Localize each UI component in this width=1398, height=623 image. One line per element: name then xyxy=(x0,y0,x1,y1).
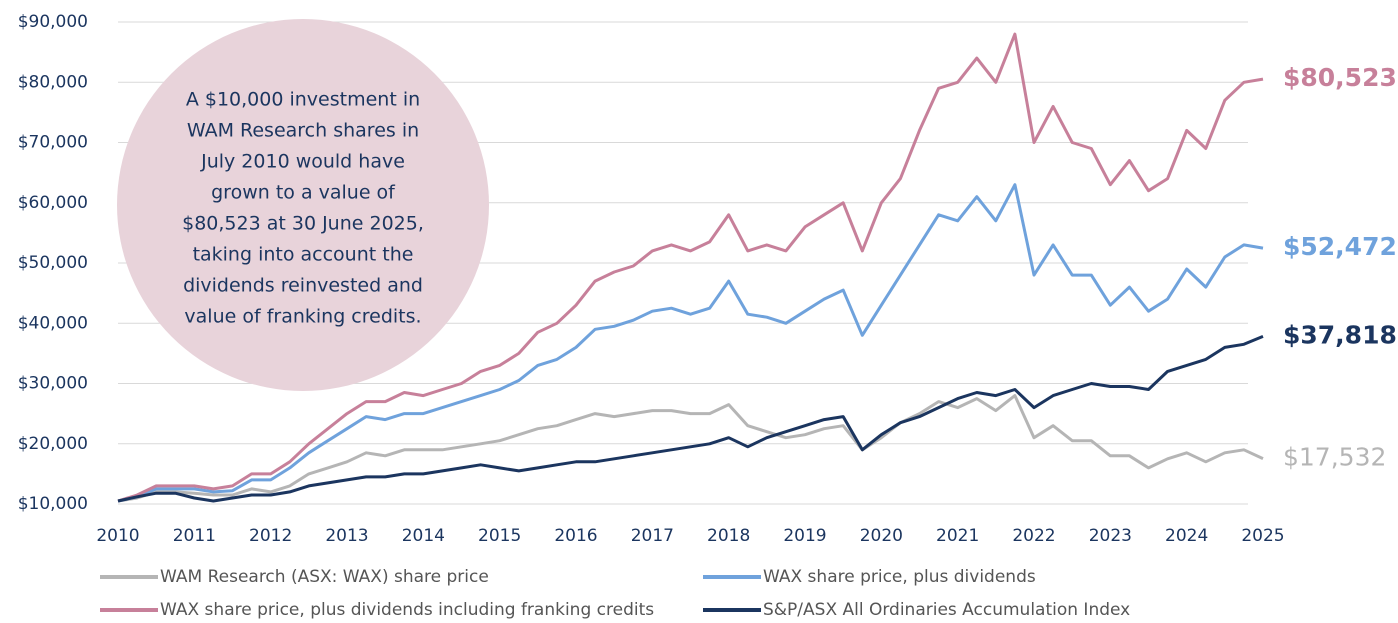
annotation-text: A $10,000 investment in xyxy=(186,89,420,111)
annotation-text: dividends reinvested and xyxy=(183,275,423,297)
x-tick-label: 2019 xyxy=(783,526,826,546)
x-tick-label: 2013 xyxy=(325,526,368,546)
series-line xyxy=(117,394,1264,503)
end-label: $37,818 xyxy=(1283,320,1397,349)
annotation-text: value of franking credits. xyxy=(184,306,421,328)
x-tick-label: 2016 xyxy=(554,526,597,546)
x-tick-label: 2020 xyxy=(860,526,903,546)
legend-label: S&P/ASX All Ordinaries Accumulation Inde… xyxy=(763,600,1130,620)
y-tick-label: $20,000 xyxy=(18,434,88,454)
x-tick-label: 2023 xyxy=(1089,526,1132,546)
annotation-text: WAM Research shares in xyxy=(187,120,419,142)
y-tick-label: $30,000 xyxy=(18,374,88,394)
annotation-text: taking into account the xyxy=(193,244,414,266)
y-tick-label: $40,000 xyxy=(18,313,88,333)
y-tick-label: $90,000 xyxy=(18,12,88,32)
legend-label: WAM Research (ASX: WAX) share price xyxy=(160,567,489,587)
annotation-circle xyxy=(117,19,489,391)
end-label: $17,532 xyxy=(1283,443,1386,472)
x-tick-label: 2021 xyxy=(936,526,979,546)
y-tick-label: $60,000 xyxy=(18,193,88,213)
y-tick-label: $70,000 xyxy=(18,133,88,153)
end-label: $80,523 xyxy=(1283,63,1397,92)
annotation-text: $80,523 at 30 June 2025, xyxy=(182,213,424,235)
x-tick-label: 2025 xyxy=(1241,526,1284,546)
legend-label: WAX share price, plus dividends includin… xyxy=(160,600,654,620)
annotation-text: grown to a value of xyxy=(211,182,396,204)
series-line xyxy=(117,183,1264,503)
x-tick-label: 2011 xyxy=(173,526,216,546)
legend-label: WAX share price, plus dividends xyxy=(763,567,1036,587)
x-tick-label: 2010 xyxy=(96,526,139,546)
x-tick-label: 2022 xyxy=(1012,526,1055,546)
series-line xyxy=(117,32,1264,503)
y-tick-label: $10,000 xyxy=(18,494,88,514)
end-label: $52,472 xyxy=(1283,232,1397,261)
x-tick-label: 2024 xyxy=(1165,526,1208,546)
y-tick-label: $80,000 xyxy=(18,72,88,92)
x-tick-label: 2018 xyxy=(707,526,750,546)
annotation-text: July 2010 would have xyxy=(200,151,405,173)
x-tick-label: 2012 xyxy=(249,526,292,546)
x-tick-label: 2015 xyxy=(478,526,521,546)
series-line xyxy=(117,335,1264,503)
x-tick-label: 2014 xyxy=(402,526,445,546)
y-tick-label: $50,000 xyxy=(18,253,88,273)
x-tick-label: 2017 xyxy=(631,526,674,546)
